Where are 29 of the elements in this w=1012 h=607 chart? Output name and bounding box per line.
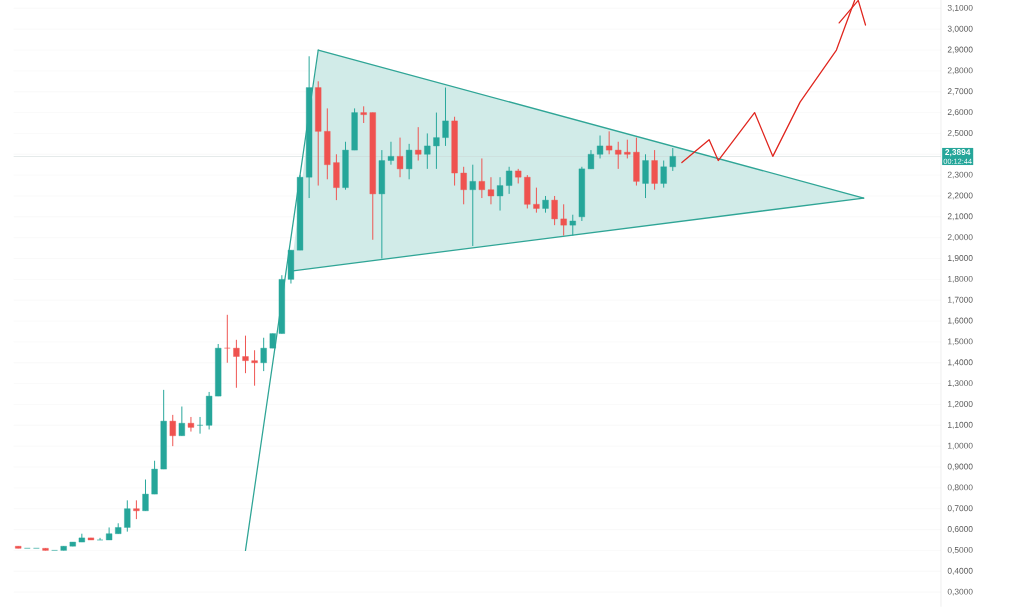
y-tick-label: 1,3000 [948, 380, 973, 388]
y-tick-label: 1,8000 [948, 276, 973, 283]
y-tick-label: 0,4000 [947, 567, 973, 575]
y-tick-label: 1,2000 [948, 401, 973, 409]
y-tick-label: 3,0000 [947, 25, 973, 33]
y-tick-label: 1,1000 [948, 422, 973, 429]
y-tick-label: 0,5000 [947, 547, 973, 554]
y-tick-label: 2,2000 [947, 192, 973, 200]
y-tick-label: 3,1000 [947, 5, 973, 12]
y-tick-label: 1,7000 [948, 296, 973, 304]
ref-line-label: 2,3894 [945, 149, 971, 157]
y-tick-label: 0,6000 [947, 526, 973, 534]
y-tick-label: 2,0000 [947, 234, 973, 242]
y-tick-label: 2,6000 [947, 109, 973, 117]
y-tick-label: 1,4000 [948, 359, 973, 367]
y-tick-label: 0,9000 [947, 463, 973, 471]
y-tick-label: 2,8000 [947, 67, 973, 75]
y-tick-label: 1,0000 [948, 442, 973, 450]
y-tick-label: 2,3000 [947, 171, 973, 179]
y-tick-label: 0,3000 [947, 588, 973, 596]
y-tick-label: 2,1000 [947, 213, 973, 221]
y-tick-label: 0,7000 [947, 505, 973, 513]
y-tick-label: 2,9000 [947, 46, 973, 54]
y-tick-label: 1,5000 [948, 338, 973, 346]
y-tick-label: 2,5000 [947, 130, 973, 138]
y-tick-label: 1,6000 [948, 317, 973, 325]
y-tick-label: 0,8000 [947, 484, 973, 492]
y-tick-label: 1,9000 [948, 255, 973, 263]
y-tick-label: 2,7000 [947, 88, 973, 96]
